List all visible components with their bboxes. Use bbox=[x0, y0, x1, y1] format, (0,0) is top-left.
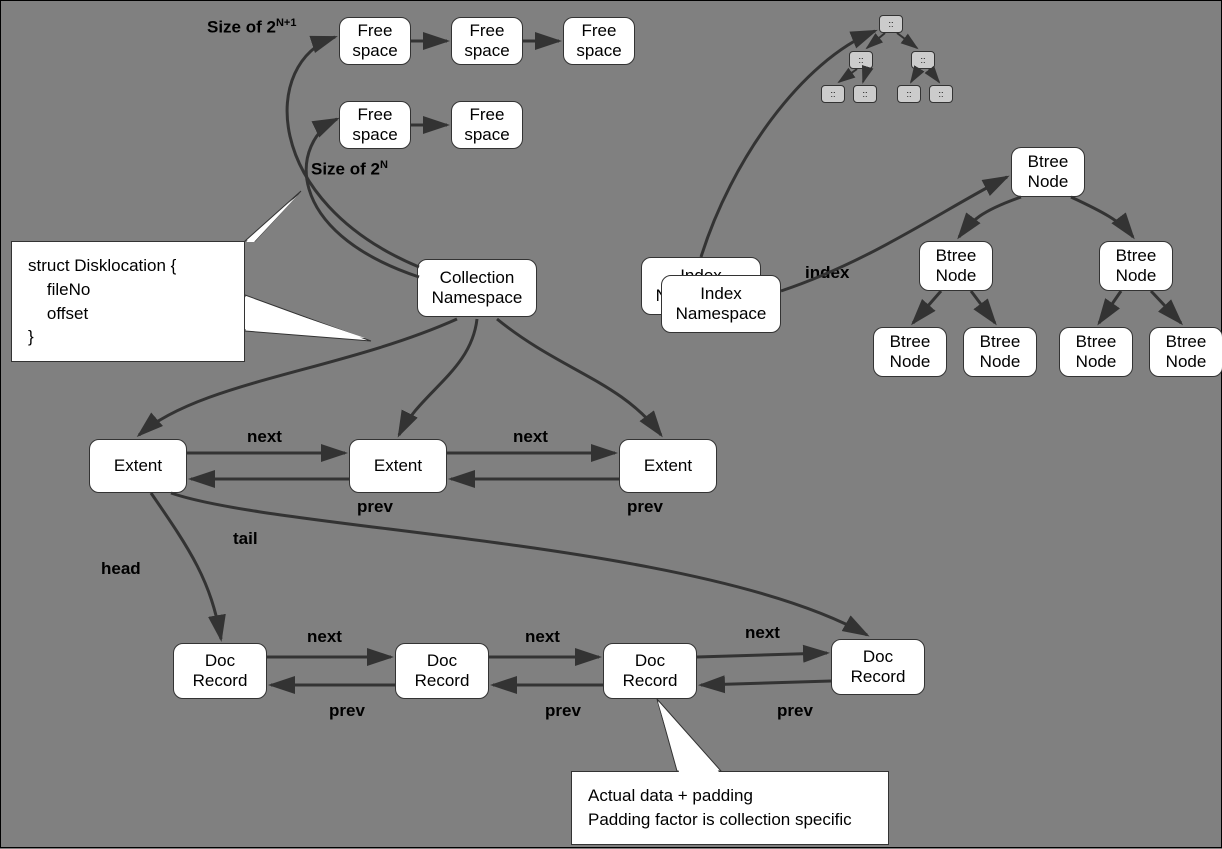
mini-tree-node: :: bbox=[929, 85, 953, 103]
freespace-node: Freespace bbox=[563, 17, 635, 65]
callout-padding: Actual data + paddingPadding factor is c… bbox=[571, 771, 889, 845]
doc-record-node: DocRecord bbox=[395, 643, 489, 699]
extent-node: Extent bbox=[619, 439, 717, 493]
freespace-node: Freespace bbox=[451, 101, 523, 149]
index-label: index bbox=[805, 263, 849, 283]
mini-tree-node: :: bbox=[879, 15, 903, 33]
next-label: next bbox=[745, 623, 780, 643]
btree-node: BtreeNode bbox=[1059, 327, 1133, 377]
btree-node: BtreeNode bbox=[873, 327, 947, 377]
prev-label: prev bbox=[357, 497, 393, 517]
doc-record-node: DocRecord bbox=[831, 639, 925, 695]
next-label: next bbox=[307, 627, 342, 647]
mini-tree-node: :: bbox=[853, 85, 877, 103]
index-namespace-front: IndexNamespace bbox=[661, 275, 781, 333]
freespace-node: Freespace bbox=[339, 17, 411, 65]
prev-label: prev bbox=[777, 701, 813, 721]
freespace-node: Freespace bbox=[451, 17, 523, 65]
next-label: next bbox=[513, 427, 548, 447]
prev-label: prev bbox=[329, 701, 365, 721]
btree-node: BtreeNode bbox=[1149, 327, 1222, 377]
doc-record-node: DocRecord bbox=[173, 643, 267, 699]
mini-tree-node: :: bbox=[911, 51, 935, 69]
arrow-layer bbox=[1, 1, 1222, 849]
extent-node: Extent bbox=[349, 439, 447, 493]
prev-label: prev bbox=[545, 701, 581, 721]
mini-tree-node: :: bbox=[849, 51, 873, 69]
size-label-top: Size of 2N+1 bbox=[207, 17, 296, 38]
prev-label: prev bbox=[627, 497, 663, 517]
doc-record-node: DocRecord bbox=[603, 643, 697, 699]
callout-disklocation: struct Disklocation { fileNo offset} bbox=[11, 241, 245, 362]
mini-tree-node: :: bbox=[897, 85, 921, 103]
collection-namespace: CollectionNamespace bbox=[417, 259, 537, 317]
next-label: next bbox=[247, 427, 282, 447]
head-label: head bbox=[101, 559, 141, 579]
freespace-node: Freespace bbox=[339, 101, 411, 149]
btree-node: BtreeNode bbox=[1099, 241, 1173, 291]
extent-node: Extent bbox=[89, 439, 187, 493]
btree-node: BtreeNode bbox=[919, 241, 993, 291]
size-label-bottom: Size of 2N bbox=[311, 159, 388, 180]
btree-node: BtreeNode bbox=[1011, 147, 1085, 197]
btree-node: BtreeNode bbox=[963, 327, 1037, 377]
mini-tree-node: :: bbox=[821, 85, 845, 103]
next-label: next bbox=[525, 627, 560, 647]
tail-label: tail bbox=[233, 529, 258, 549]
